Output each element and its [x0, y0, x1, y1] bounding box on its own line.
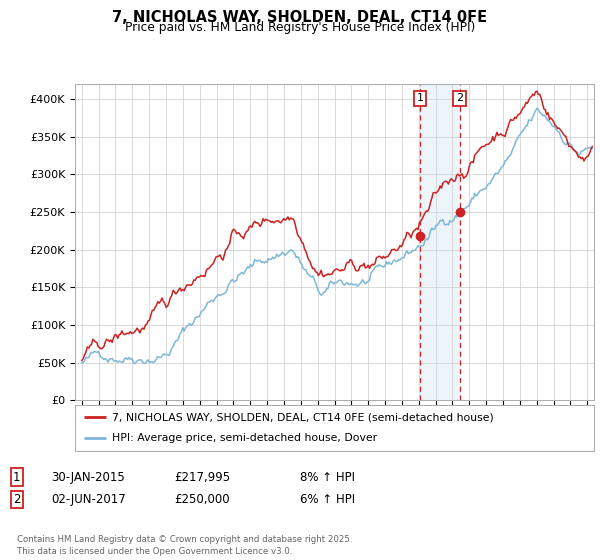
Text: Price paid vs. HM Land Registry's House Price Index (HPI): Price paid vs. HM Land Registry's House …	[125, 21, 475, 34]
Text: 02-JUN-2017: 02-JUN-2017	[51, 493, 126, 506]
Text: 30-JAN-2015: 30-JAN-2015	[51, 470, 125, 484]
Text: 7, NICHOLAS WAY, SHOLDEN, DEAL, CT14 0FE (semi-detached house): 7, NICHOLAS WAY, SHOLDEN, DEAL, CT14 0FE…	[112, 412, 494, 422]
Text: 7, NICHOLAS WAY, SHOLDEN, DEAL, CT14 0FE: 7, NICHOLAS WAY, SHOLDEN, DEAL, CT14 0FE	[112, 10, 488, 25]
Text: £217,995: £217,995	[174, 470, 230, 484]
Text: £250,000: £250,000	[174, 493, 230, 506]
Text: 8% ↑ HPI: 8% ↑ HPI	[300, 470, 355, 484]
Bar	[420, 84, 460, 400]
Text: 1: 1	[13, 470, 20, 484]
Text: 1: 1	[416, 94, 424, 104]
Text: 6% ↑ HPI: 6% ↑ HPI	[300, 493, 355, 506]
Text: HPI: Average price, semi-detached house, Dover: HPI: Average price, semi-detached house,…	[112, 433, 377, 444]
Text: Contains HM Land Registry data © Crown copyright and database right 2025.
This d: Contains HM Land Registry data © Crown c…	[17, 535, 352, 556]
Text: 2: 2	[456, 94, 463, 104]
Text: 2: 2	[13, 493, 20, 506]
